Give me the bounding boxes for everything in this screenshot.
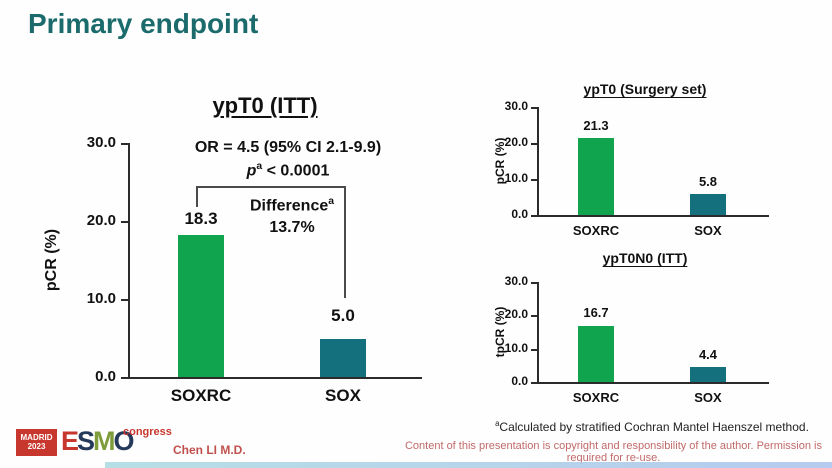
y-tick-label: 10.0 [504, 341, 528, 355]
tick-mark [531, 349, 537, 351]
bar-sox [690, 194, 726, 215]
tick-mark [121, 143, 128, 145]
difference-label: Differencea [249, 196, 335, 215]
left-chart-y-axis [128, 143, 130, 379]
congress-label: congress [123, 426, 172, 438]
presenter-name: Chen LI M.D. [173, 443, 246, 457]
tick-mark [121, 377, 128, 379]
bar-value-label: 5.8 [698, 174, 718, 189]
y-tick-label: 10.0 [86, 290, 116, 307]
difference-superscript: a [328, 196, 335, 207]
y-tick-label: 0.0 [511, 207, 528, 221]
y-tick-label: 30.0 [504, 274, 528, 288]
tick-mark [531, 382, 537, 384]
x-category-label: SOX [694, 390, 722, 405]
tick-mark [531, 282, 537, 284]
bar-sox [320, 339, 366, 378]
left-chart-x-axis [128, 377, 422, 379]
y-tick-label: 10.0 [504, 171, 528, 185]
bar-soxrc [178, 235, 224, 378]
footnote-superscript: a [495, 419, 500, 428]
difference-value: 13.7% [269, 219, 315, 236]
bar-value-label: 5.0 [331, 306, 355, 325]
bracket-left-line [196, 186, 198, 207]
y-tick-label: 20.0 [86, 212, 116, 229]
p-superscript: a [256, 161, 263, 172]
bottom-accent-bar [105, 462, 832, 468]
tick-mark [531, 143, 537, 145]
bottom-right-chart-x-axis [537, 382, 769, 384]
tick-mark [121, 221, 128, 223]
copyright-notice: Content of this presentation is copyrigh… [404, 440, 822, 464]
p-value: < 0.0001 [262, 162, 330, 180]
left-chart-y-axis-label: pCR (%) [43, 228, 60, 292]
tick-mark [531, 315, 537, 317]
top-right-chart-x-axis [537, 215, 769, 217]
y-tick-label: 30.0 [504, 99, 528, 113]
x-category-label: SOXRC [572, 223, 620, 238]
bar-sox [690, 367, 726, 382]
footnote: aCalculated by stratified Cochran Mantel… [495, 419, 809, 434]
left-chart-title: ypT0 (ITT) [212, 93, 318, 118]
p-value-annotation: pa < 0.0001 [157, 161, 419, 180]
bottom-right-chart-plot-area [537, 282, 767, 382]
tick-mark [531, 179, 537, 181]
left-chart-plot-area [128, 143, 420, 378]
tick-mark [531, 107, 537, 109]
y-tick-label: 0.0 [511, 374, 528, 388]
tick-mark [531, 215, 537, 217]
tick-mark [121, 299, 128, 301]
or-annotation: OR = 4.5 (95% CI 2.1-9.9) [194, 139, 382, 156]
y-tick-label: 20.0 [504, 135, 528, 149]
p-symbol: p [246, 162, 257, 180]
esmo-wordmark: ESMO [61, 426, 135, 456]
bracket-horizontal-line [196, 186, 346, 188]
page-title: Primary endpoint [28, 8, 259, 39]
bottom-right-chart-title: ypT0N0 (ITT) [602, 250, 688, 266]
bar-soxrc [578, 326, 614, 382]
bar-value-label: 21.3 [583, 118, 609, 133]
bracket-right-line [344, 186, 346, 298]
top-right-chart-plot-area [537, 107, 767, 215]
madrid-2023-badge: MADRID 2023 [16, 429, 57, 456]
top-right-chart-y-axis [537, 107, 539, 216]
bottom-right-chart-y-axis [537, 282, 539, 383]
esmo-congress-logo: MADRID 2023 ESMO congress [16, 426, 172, 460]
bar-soxrc [578, 138, 614, 215]
bar-value-label: 18.3 [184, 209, 218, 228]
x-category-label: SOXRC [170, 386, 232, 405]
y-tick-label: 20.0 [504, 307, 528, 321]
x-category-label: SOXRC [572, 390, 620, 405]
top-right-chart-title: ypT0 (Surgery set) [583, 81, 707, 97]
y-tick-label: 30.0 [86, 134, 116, 151]
bar-value-label: 4.4 [698, 347, 718, 362]
x-category-label: SOX [325, 386, 361, 405]
bar-value-label: 16.7 [583, 305, 609, 320]
y-tick-label: 0.0 [95, 368, 116, 385]
x-category-label: SOX [694, 223, 722, 238]
